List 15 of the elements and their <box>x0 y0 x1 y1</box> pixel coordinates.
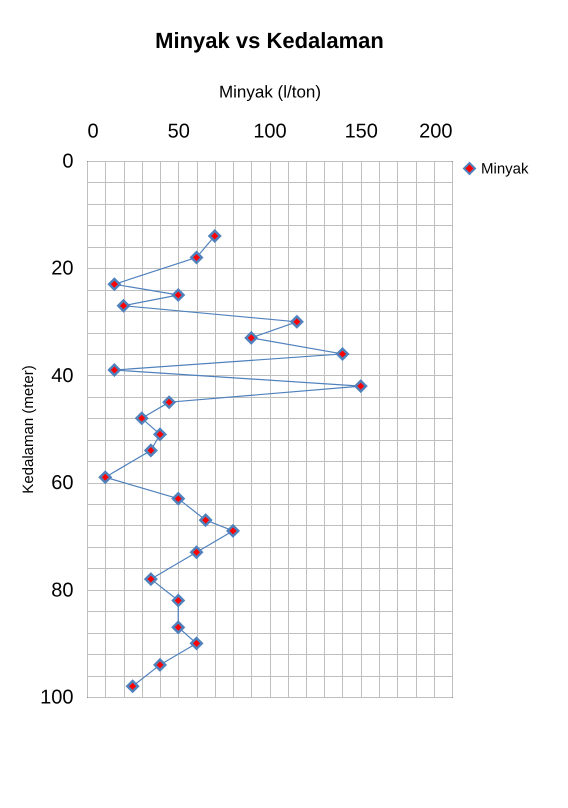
y-tick-label: 60 <box>51 472 74 494</box>
x-axis-title: Minyak (l/ton) <box>218 82 322 102</box>
y-tick-label: 0 <box>62 150 74 172</box>
x-tick-label: 0 <box>88 120 99 142</box>
y-axis-title: Kedalaman (meter) <box>20 365 38 494</box>
y-tick-label: 80 <box>51 579 74 602</box>
x-tick-label: 200 <box>419 120 452 142</box>
x-tick-label: 100 <box>253 120 287 142</box>
y-tick-label: 20 <box>51 258 74 280</box>
y-tick-label: 100 <box>40 686 74 708</box>
x-tick-label: 150 <box>344 120 378 142</box>
legend-label: Minyak <box>481 160 530 178</box>
x-tick-label: 50 <box>168 120 190 142</box>
chart-title: Minyak vs Kedalaman <box>155 28 384 53</box>
y-tick-label: 40 <box>51 364 74 387</box>
